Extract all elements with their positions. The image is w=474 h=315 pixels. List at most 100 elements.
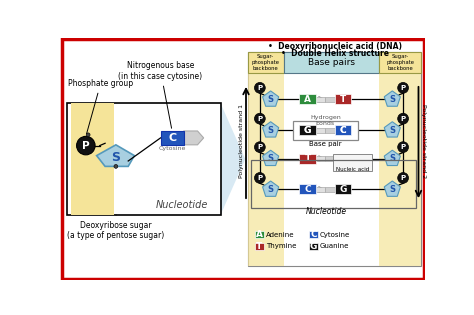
Text: C: C bbox=[310, 230, 317, 239]
Circle shape bbox=[255, 83, 265, 93]
Polygon shape bbox=[384, 181, 401, 196]
Bar bbox=[299, 125, 316, 135]
Text: S: S bbox=[268, 185, 273, 194]
Text: S: S bbox=[389, 95, 395, 104]
Text: T: T bbox=[340, 95, 346, 104]
Text: P: P bbox=[257, 85, 263, 91]
Text: Nucleic acid: Nucleic acid bbox=[336, 167, 369, 172]
Text: Polynucleotide strand 1: Polynucleotide strand 1 bbox=[239, 104, 244, 178]
Bar bbox=[293, 121, 358, 140]
Text: Base pairs: Base pairs bbox=[308, 58, 355, 67]
Bar bbox=[309, 231, 318, 238]
Bar bbox=[325, 97, 335, 102]
Text: Phosphate group: Phosphate group bbox=[68, 79, 133, 134]
Text: C: C bbox=[168, 133, 176, 143]
Bar bbox=[247, 73, 284, 266]
Text: P: P bbox=[401, 116, 406, 122]
Circle shape bbox=[398, 173, 409, 183]
Bar bbox=[379, 52, 421, 73]
Bar bbox=[299, 154, 316, 164]
Text: A: A bbox=[256, 230, 263, 239]
Text: •  Deoxyribonucleic acid (DNA): • Deoxyribonucleic acid (DNA) bbox=[268, 43, 402, 51]
Text: Nucleotide: Nucleotide bbox=[156, 199, 208, 209]
Bar bbox=[247, 52, 284, 73]
Text: P: P bbox=[257, 144, 263, 150]
Polygon shape bbox=[384, 91, 401, 106]
Text: Hydrogen
bonds: Hydrogen bonds bbox=[310, 115, 341, 126]
Text: A: A bbox=[339, 154, 346, 163]
Text: Guanine: Guanine bbox=[320, 243, 349, 249]
Bar bbox=[316, 156, 325, 161]
Bar bbox=[335, 125, 352, 135]
Bar bbox=[316, 187, 325, 192]
Bar bbox=[255, 243, 264, 249]
Text: S: S bbox=[268, 154, 273, 163]
Polygon shape bbox=[263, 181, 279, 196]
Circle shape bbox=[255, 173, 265, 183]
Text: C: C bbox=[340, 126, 346, 135]
Text: Nitrogenous base
(in this case cytosine): Nitrogenous base (in this case cytosine) bbox=[118, 61, 202, 128]
Bar bbox=[309, 243, 318, 249]
Bar bbox=[66, 103, 220, 215]
Text: G: G bbox=[304, 126, 311, 135]
Bar bbox=[299, 185, 316, 194]
Text: Sugar-
phosphate
backbone: Sugar- phosphate backbone bbox=[386, 54, 414, 71]
Bar bbox=[325, 156, 335, 161]
Bar bbox=[71, 103, 114, 215]
Text: Polynucleotide strand 2: Polynucleotide strand 2 bbox=[420, 104, 426, 178]
Text: S: S bbox=[268, 95, 273, 104]
Polygon shape bbox=[384, 150, 401, 166]
Bar bbox=[247, 52, 421, 266]
Bar bbox=[316, 97, 325, 102]
Text: •  Double Helix structure: • Double Helix structure bbox=[281, 49, 389, 58]
Bar bbox=[325, 128, 335, 133]
Circle shape bbox=[255, 142, 265, 152]
Text: Cytosine: Cytosine bbox=[158, 146, 186, 152]
Bar bbox=[161, 131, 183, 145]
Text: P: P bbox=[401, 175, 406, 181]
Text: Cytosine: Cytosine bbox=[320, 232, 350, 238]
Bar bbox=[333, 154, 372, 171]
Bar bbox=[284, 52, 379, 73]
Circle shape bbox=[86, 133, 90, 137]
Bar bbox=[379, 73, 421, 266]
Text: P: P bbox=[401, 144, 406, 150]
Text: G: G bbox=[304, 126, 311, 135]
Polygon shape bbox=[263, 91, 279, 106]
Polygon shape bbox=[263, 150, 279, 166]
Text: Sugar-
phosphate
backbone: Sugar- phosphate backbone bbox=[252, 54, 280, 71]
Bar bbox=[335, 125, 352, 135]
Bar bbox=[335, 185, 352, 194]
Circle shape bbox=[398, 142, 409, 152]
Text: G: G bbox=[310, 242, 317, 251]
Text: P: P bbox=[257, 116, 263, 122]
Bar bbox=[299, 125, 316, 135]
Circle shape bbox=[255, 113, 265, 124]
Text: S: S bbox=[389, 154, 395, 163]
Text: T: T bbox=[304, 154, 311, 163]
Text: Thymine: Thymine bbox=[266, 243, 296, 249]
Circle shape bbox=[398, 113, 409, 124]
Circle shape bbox=[114, 164, 118, 168]
Polygon shape bbox=[384, 122, 401, 137]
Bar bbox=[325, 128, 335, 133]
Text: Adenine: Adenine bbox=[266, 232, 294, 238]
Text: S: S bbox=[389, 185, 395, 194]
Text: Deoxyribose sugar
(a type of pentose sugar): Deoxyribose sugar (a type of pentose sug… bbox=[67, 215, 164, 240]
Bar bbox=[299, 94, 316, 104]
Polygon shape bbox=[97, 145, 134, 166]
Text: P: P bbox=[82, 140, 90, 151]
Text: C: C bbox=[340, 126, 346, 135]
Bar bbox=[316, 128, 325, 133]
Text: S: S bbox=[111, 151, 120, 164]
Text: G: G bbox=[339, 185, 346, 194]
Polygon shape bbox=[220, 103, 245, 215]
Text: P: P bbox=[257, 175, 263, 181]
Bar bbox=[251, 160, 416, 208]
Bar bbox=[335, 94, 352, 104]
Text: C: C bbox=[304, 185, 311, 194]
Polygon shape bbox=[263, 122, 279, 137]
Bar bbox=[325, 187, 335, 192]
Text: Nucleotide: Nucleotide bbox=[306, 207, 346, 216]
Circle shape bbox=[77, 136, 95, 155]
